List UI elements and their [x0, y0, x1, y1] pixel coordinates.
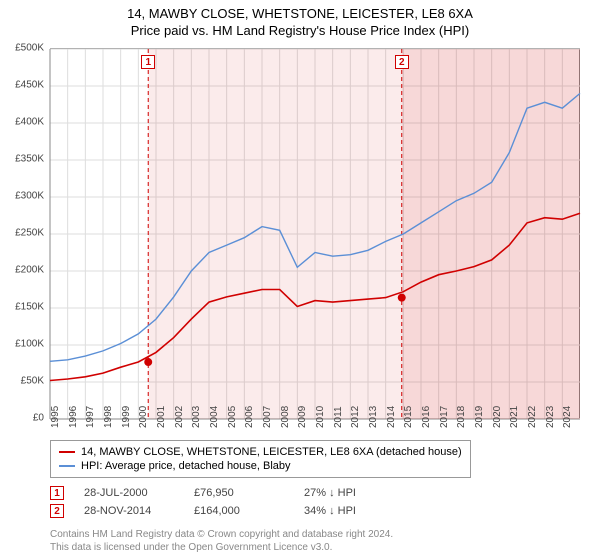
x-tick-label: 2016: [421, 406, 432, 428]
x-tick-label: 2015: [403, 406, 414, 428]
footer-text: Contains HM Land Registry data © Crown c…: [50, 528, 393, 554]
x-tick-label: 2012: [350, 406, 361, 428]
legend-row: 14, MAWBY CLOSE, WHETSTONE, LEICESTER, L…: [59, 445, 462, 459]
title-line1: 14, MAWBY CLOSE, WHETSTONE, LEICESTER, L…: [0, 6, 600, 21]
title-line2: Price paid vs. HM Land Registry's House …: [0, 23, 600, 38]
title-block: 14, MAWBY CLOSE, WHETSTONE, LEICESTER, L…: [0, 0, 600, 40]
legend-swatch: [59, 451, 75, 453]
y-tick-label: £200K: [0, 265, 44, 276]
y-tick-label: £350K: [0, 154, 44, 165]
marker-table: 1 28-JUL-2000 £76,950 27% ↓ HPI 2 28-NOV-2014…: [50, 484, 394, 520]
y-axis-labels: £0£50K£100K£150K£200K£250K£300K£350K£400…: [0, 48, 48, 418]
footer-line2: This data is licensed under the Open Gov…: [50, 541, 393, 554]
x-tick-label: 2011: [333, 406, 344, 428]
marker-delta: 34% ↓ HPI: [304, 505, 394, 517]
y-tick-label: £450K: [0, 80, 44, 91]
on-chart-marker-badge: 2: [395, 55, 409, 69]
chart-svg: [50, 49, 580, 419]
x-tick-label: 2017: [439, 406, 450, 428]
x-tick-label: 2019: [474, 406, 485, 428]
chart-plot-area: 12: [50, 48, 580, 418]
x-tick-label: 2004: [209, 406, 220, 428]
x-tick-label: 2009: [297, 406, 308, 428]
x-tick-label: 2018: [456, 406, 467, 428]
x-tick-label: 2020: [492, 406, 503, 428]
x-tick-label: 2023: [545, 406, 556, 428]
x-tick-label: 2002: [174, 406, 185, 428]
y-tick-label: £250K: [0, 228, 44, 239]
x-tick-label: 2024: [562, 406, 573, 428]
y-tick-label: £500K: [0, 43, 44, 54]
x-tick-label: 1996: [68, 406, 79, 428]
legend-row: HPI: Average price, detached house, Blab…: [59, 459, 462, 473]
marker-date: 28-NOV-2014: [84, 505, 174, 517]
x-tick-label: 2006: [244, 406, 255, 428]
x-tick-label: 2000: [138, 406, 149, 428]
legend-box: 14, MAWBY CLOSE, WHETSTONE, LEICESTER, L…: [50, 440, 471, 478]
x-tick-label: 2005: [227, 406, 238, 428]
marker-row: 2 28-NOV-2014 £164,000 34% ↓ HPI: [50, 502, 394, 520]
x-tick-label: 1997: [85, 406, 96, 428]
marker-delta: 27% ↓ HPI: [304, 487, 394, 499]
x-tick-label: 2007: [262, 406, 273, 428]
x-axis-labels: 1995199619971998199920002001200220032004…: [50, 420, 580, 440]
x-tick-label: 1999: [121, 406, 132, 428]
y-tick-label: £400K: [0, 117, 44, 128]
chart-container: 14, MAWBY CLOSE, WHETSTONE, LEICESTER, L…: [0, 0, 600, 560]
marker-badge: 1: [50, 486, 64, 500]
y-tick-label: £150K: [0, 302, 44, 313]
y-tick-label: £0: [0, 413, 44, 424]
marker-date: 28-JUL-2000: [84, 487, 174, 499]
on-chart-marker-badge: 1: [141, 55, 155, 69]
marker-price: £76,950: [194, 487, 284, 499]
x-tick-label: 1995: [50, 406, 61, 428]
x-tick-label: 2022: [527, 406, 538, 428]
legend-swatch: [59, 465, 75, 467]
marker-price: £164,000: [194, 505, 284, 517]
x-tick-label: 2008: [280, 406, 291, 428]
x-tick-label: 2003: [191, 406, 202, 428]
x-tick-label: 2014: [386, 406, 397, 428]
y-tick-label: £50K: [0, 376, 44, 387]
marker-badge: 2: [50, 504, 64, 518]
footer-line1: Contains HM Land Registry data © Crown c…: [50, 528, 393, 541]
x-tick-label: 2010: [315, 406, 326, 428]
x-tick-label: 2001: [156, 406, 167, 428]
x-tick-label: 2013: [368, 406, 379, 428]
y-tick-label: £100K: [0, 339, 44, 350]
x-tick-label: 1998: [103, 406, 114, 428]
x-tick-label: 2021: [509, 406, 520, 428]
legend-label: HPI: Average price, detached house, Blab…: [81, 460, 291, 472]
legend-label: 14, MAWBY CLOSE, WHETSTONE, LEICESTER, L…: [81, 446, 462, 458]
marker-row: 1 28-JUL-2000 £76,950 27% ↓ HPI: [50, 484, 394, 502]
y-tick-label: £300K: [0, 191, 44, 202]
